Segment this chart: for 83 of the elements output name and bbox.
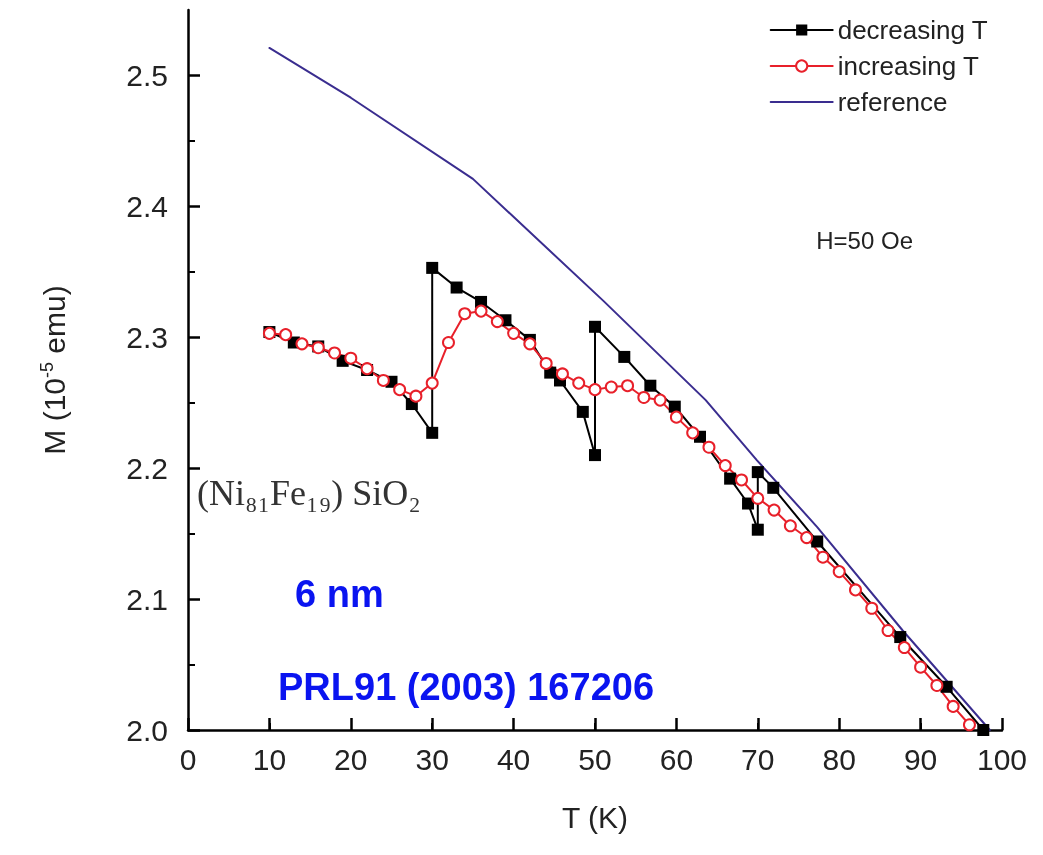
point [718,459,732,473]
legend-label: increasing T [837,51,979,81]
point [539,356,553,370]
x-tick-label: 80 [822,742,856,776]
point [751,466,764,479]
point [767,503,781,517]
legend-label: reference [837,87,948,117]
point [783,519,797,533]
point [589,449,601,462]
point [507,326,521,340]
point [409,389,423,403]
point [816,550,830,564]
point [881,624,895,638]
x-tick-label: 30 [415,742,449,776]
point [426,261,439,274]
point [946,699,960,713]
annotation: PRL91 (2003) 167206 [278,666,655,708]
point [295,337,309,351]
x-tick-label: 40 [496,742,531,776]
x-tick-label: 70 [741,742,775,776]
y-tick-label: 2.5 [126,58,168,92]
x-tick-label: 20 [334,742,368,776]
annotation: 6 nm [295,573,384,615]
y-tick-label: 2.1 [126,582,168,616]
point [751,523,764,536]
point [653,393,667,407]
point [555,367,569,381]
point [458,307,472,321]
point [930,678,944,692]
point [450,281,463,294]
point [751,491,765,505]
y-tick-label: 2.0 [126,713,168,747]
point [848,583,862,597]
point [686,426,700,440]
annotation: (Ni₈₁Fe₁₉) SiO₂ [197,473,421,513]
annotation: H=50 Oe [816,226,914,254]
point [637,390,651,404]
point [894,631,907,644]
point [962,718,976,732]
point [702,440,716,454]
point [425,376,439,390]
x-tick-label: 100 [976,742,1028,776]
point [393,383,407,397]
point [576,405,589,418]
point [376,373,390,387]
point [426,426,439,439]
point [441,336,455,350]
point [588,383,602,397]
x-tick-label: 0 [179,742,197,776]
point [644,379,657,392]
point [474,304,488,318]
point [328,346,342,360]
x-tick-label: 90 [903,742,938,776]
point [865,601,879,615]
point [669,410,683,424]
point [572,376,586,390]
point [279,328,293,342]
point [724,472,737,485]
point [811,535,824,548]
x-tick-label: 60 [659,742,694,776]
point [742,497,755,510]
y-tick-label: 2.3 [126,320,168,354]
point [897,641,911,655]
point [914,660,928,674]
legend-label: decreasing T [837,15,988,45]
y-axis-title: M (10-5 emu) [37,285,71,455]
point [832,565,846,579]
x-axis-title: T (K) [561,800,629,834]
point [344,351,358,365]
point [618,350,631,363]
point [800,531,814,545]
x-tick-label: 50 [578,742,612,776]
x-tick-label: 10 [252,742,287,776]
point [621,379,635,393]
point [604,380,618,394]
point [490,315,504,329]
y-tick-label: 2.4 [126,189,168,223]
point [735,473,749,487]
point [523,337,537,351]
point [977,724,990,736]
point [767,481,780,494]
y-tick-label: 2.2 [126,451,168,485]
point [589,320,601,333]
